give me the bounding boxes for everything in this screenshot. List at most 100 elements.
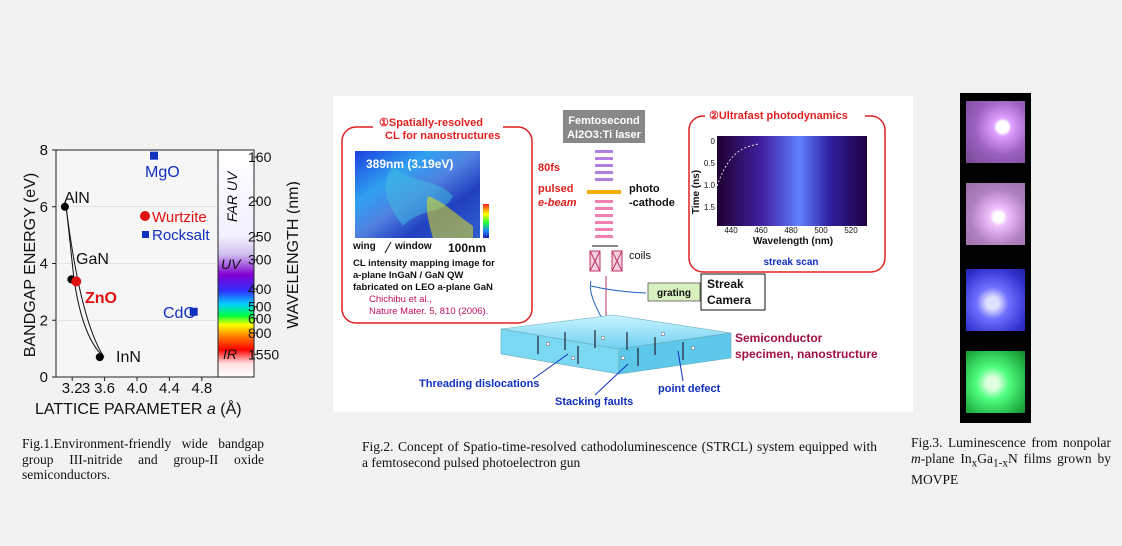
luminescence-photos [960, 93, 1031, 423]
semi-label-2: specimen, nanostructure [735, 347, 878, 361]
wavelength-tick-label: 300 [248, 252, 272, 268]
sample-1 [966, 101, 1025, 163]
y-tick-label: 6 [40, 199, 48, 216]
streak-label-1: Streak [707, 277, 744, 291]
laser-pulse [595, 178, 613, 181]
streak-image [717, 136, 867, 226]
point-cdo [189, 307, 198, 316]
cl-desc-2: a-plane InGaN / GaN QW [353, 270, 463, 281]
grating-box [647, 282, 701, 302]
wl-tick-label: 480 [784, 226, 798, 235]
citation-1: Chichibu et al., [369, 294, 432, 305]
spectrum-bar [217, 149, 255, 378]
point-defect-marker [620, 355, 626, 361]
pulsed-label: pulsed [538, 183, 573, 195]
y-tick-label: 2 [40, 312, 48, 329]
point-defect-marker [690, 345, 696, 351]
zno-label: ZnO [85, 290, 117, 307]
strcl-figure: ①Spatially-resolved CL for nanostructure… [333, 96, 913, 412]
electron-pulse [595, 235, 613, 238]
wurtzite-legend-marker [140, 211, 150, 221]
wl-tick-label: 440 [724, 226, 738, 235]
time-axis-title: Time (ns) [691, 170, 702, 214]
laser-pulse [595, 157, 613, 160]
electron-pulse [595, 228, 613, 231]
photocathode [587, 190, 621, 194]
x-tick-label: 4.8 [191, 380, 212, 397]
bandgap-chart: 0 2 4 6 8 33.2 3.6 4.0 4.4 4.8 160 200 250 300 400 50… [22, 142, 300, 418]
ir-label: IR [223, 346, 237, 362]
aln-inn-bowing-curve [65, 205, 105, 358]
wing-label: wing [352, 241, 376, 252]
ebeam-label: e-beam [538, 197, 577, 209]
threading-label: Threading dislocations [419, 378, 539, 390]
grating-label: grating [657, 288, 691, 299]
point-defect-marker [570, 355, 576, 361]
x-tick-label: 3 [82, 380, 90, 397]
electron-pulse [595, 214, 613, 217]
sample-3 [966, 269, 1025, 331]
y-tick-label: 8 [40, 142, 48, 159]
cl-desc-1: CL intensity mapping image for [353, 258, 495, 269]
point-mgo [150, 151, 159, 160]
panel2-title: ②Ultrafast photodynamics [709, 110, 848, 122]
wurtzite-legend-label: Wurtzite [152, 209, 207, 226]
wl-tick-label: 500 [814, 226, 828, 235]
wavelength-axis-title: WAVELENGTH (nm) [285, 181, 300, 329]
laser-pulse [595, 171, 613, 174]
point-defect-marker [660, 331, 666, 337]
rocksalt-legend-marker [142, 231, 149, 238]
far-uv-label: FAR UV [224, 170, 240, 222]
rocksalt-legend-label: Rocksalt [152, 227, 210, 244]
wavelength-tick-label: 200 [248, 193, 272, 209]
wavelength-tick-label: 160 [248, 149, 272, 165]
panel1-title-2: CL for nanostructures [385, 130, 500, 142]
wavelength-tick-label: 1550 [248, 346, 279, 362]
citation-2: Nature Mater. 5, 810 (2006). [369, 306, 488, 317]
gan-inn-bowing-curve [73, 278, 105, 358]
streak-camera-box [700, 273, 766, 311]
aln-label: AlN [64, 190, 90, 207]
laser-label-2: Al2O3:Ti laser [567, 129, 641, 141]
fig2-caption: Fig.2. Concept of Spatio-time-resolved c… [362, 439, 877, 470]
point-defect-marker [545, 341, 551, 347]
y-axis-title: BANDGAP ENERGY (eV) [22, 173, 39, 357]
laser-pulse [595, 150, 613, 153]
fig3-caption: Fig.3. Luminescence from nonpolar m-plan… [911, 435, 1111, 487]
streak-scan-label: streak scan [763, 257, 818, 268]
wavelength-tick-label: 250 [248, 228, 272, 244]
wavelength-tick-label: 600 [248, 310, 272, 326]
stacking-label: Stacking faults [555, 396, 633, 408]
scale-label: 100nm [448, 241, 486, 255]
wl-axis-title: Wavelength (nm) [753, 236, 833, 247]
electron-pulse [595, 221, 613, 224]
point-zno [71, 276, 82, 287]
point-inn [95, 353, 104, 362]
electron-pulse [595, 207, 613, 210]
point-defect-marker [600, 335, 606, 341]
laser-pulse [595, 164, 613, 167]
time-tick-label: 1.0 [704, 181, 716, 190]
wavelength-tick-label: 800 [248, 325, 272, 341]
y-tick-label: 0 [40, 369, 48, 386]
cdo-label: CdO [163, 305, 196, 322]
fig1-caption: Fig.1.Environment-friendly wide bandgap … [22, 436, 264, 482]
time-tick-label: 1.5 [704, 203, 716, 212]
specimen-right [618, 332, 732, 375]
point-defect-label: point defect [658, 383, 721, 395]
point-aln [60, 202, 69, 211]
wavelength-tick-label: 500 [248, 299, 272, 315]
y-tick-label: 4 [40, 256, 48, 273]
cl-colorbar [483, 204, 489, 238]
x-tick-label: 3.6 [94, 380, 115, 397]
laser-label-1: Femtosecond [568, 115, 640, 127]
semi-label-1: Semiconductor [735, 331, 823, 345]
laser-box [563, 110, 645, 143]
cl-peak-label: 389nm (3.19eV) [366, 157, 453, 171]
panel1-title-1: ①Spatially-resolved [379, 117, 483, 129]
cathode-label: -cathode [629, 197, 675, 209]
x-axis-title: LATTICE PARAMETER a (Å) [35, 399, 242, 418]
gan-label: GaN [76, 251, 109, 268]
wl-tick-label: 520 [844, 226, 858, 235]
photo-label: photo [629, 183, 660, 195]
